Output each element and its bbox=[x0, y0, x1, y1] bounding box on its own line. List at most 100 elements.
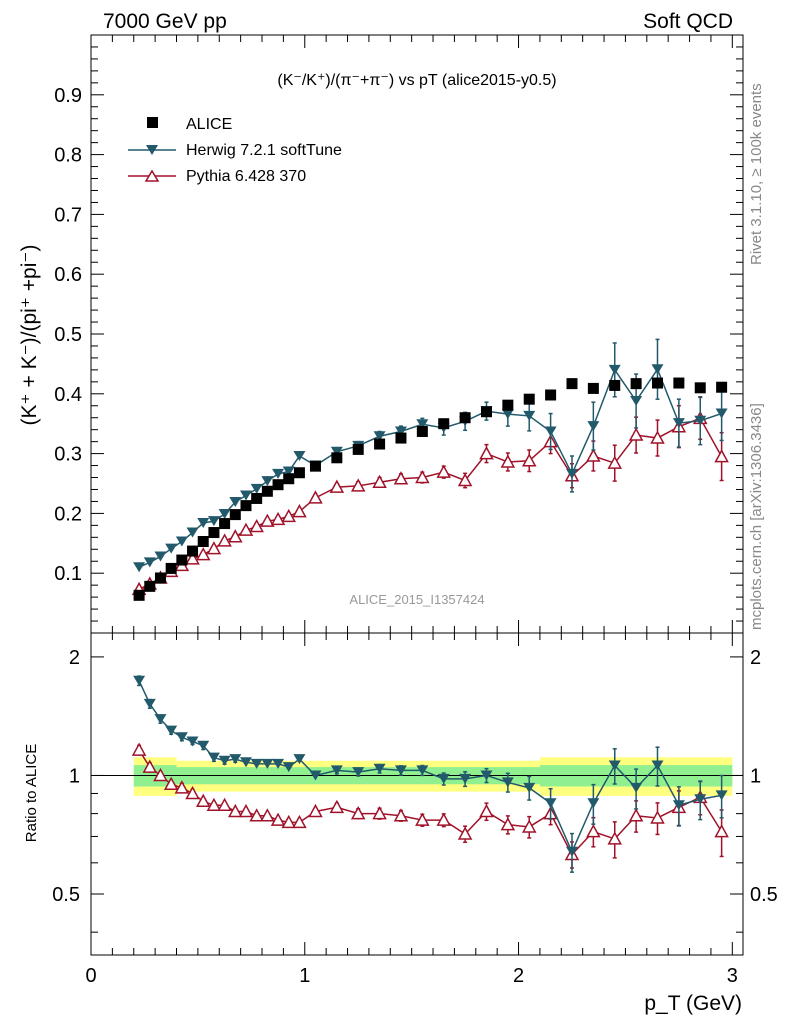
herwig-ratio-point bbox=[261, 758, 274, 769]
herwig-ratio-point bbox=[672, 800, 685, 811]
ratio-y-axis-label: Ratio to ALICE bbox=[23, 744, 40, 842]
pythia-point bbox=[628, 427, 644, 441]
alice-point bbox=[416, 425, 428, 437]
alice-point bbox=[694, 382, 706, 394]
herwig-point bbox=[239, 490, 252, 501]
alice-point bbox=[523, 393, 535, 405]
herwig-point bbox=[175, 536, 188, 547]
herwig-point bbox=[186, 527, 199, 538]
ratio-y-tick-label-right: 1 bbox=[750, 765, 761, 787]
pythia-point bbox=[393, 471, 409, 485]
pythia-point bbox=[607, 455, 623, 469]
alice-point bbox=[673, 377, 685, 389]
herwig-ratio-point bbox=[165, 725, 178, 736]
herwig-point bbox=[630, 395, 643, 406]
x-tick-label: 0 bbox=[85, 965, 96, 987]
pythia-point bbox=[270, 511, 286, 526]
pythia-ratio-point bbox=[292, 814, 307, 829]
alice-point bbox=[251, 492, 263, 504]
herwig-ratio-point bbox=[608, 760, 621, 771]
side-text-rivet: Rivet 3.1.10, ≥ 100k events bbox=[748, 83, 765, 265]
ratio-plot-frame bbox=[90, 632, 744, 956]
pythia-point bbox=[260, 513, 275, 527]
herwig-point bbox=[587, 421, 600, 432]
pythia-point bbox=[500, 454, 516, 468]
y-tick-label: 0.7 bbox=[54, 204, 82, 226]
pythia-ratio-point bbox=[238, 803, 254, 818]
herwig-ratio-point bbox=[293, 754, 306, 765]
pythia-ratio-point bbox=[521, 819, 537, 833]
legend: ALICE Herwig 7.2.1 softTune Pythia 6.428… bbox=[128, 116, 342, 185]
pythia-point bbox=[249, 518, 264, 533]
alice-point bbox=[331, 452, 343, 464]
herwig-point bbox=[651, 364, 664, 375]
x-tick-label: 1 bbox=[299, 965, 310, 987]
main-axis-ticks: 0.1 0.2 0.3 0.4 0.5 0.6 0.7 0.8 0.9 bbox=[54, 34, 743, 634]
alice-point bbox=[240, 500, 252, 512]
herwig-ratio-point bbox=[282, 762, 295, 773]
alice-point bbox=[144, 580, 156, 592]
pythia-ratio-point bbox=[270, 812, 286, 826]
y-axis-label: (K⁺ + K⁻)/(pi⁺ +pi⁻) bbox=[18, 245, 41, 426]
pythia-ratio-point bbox=[174, 780, 190, 794]
pythia-point bbox=[195, 547, 211, 561]
pythia-ratio-point bbox=[500, 817, 516, 831]
herwig-ratio-point bbox=[239, 757, 252, 768]
herwig-ratio-point bbox=[565, 846, 578, 857]
pythia-point bbox=[714, 449, 729, 463]
pythia-line bbox=[138, 417, 723, 591]
pythia-point bbox=[228, 529, 243, 543]
legend-marker-pythia bbox=[144, 169, 160, 182]
pythia-ratio-point bbox=[479, 803, 494, 818]
herwig-point bbox=[330, 446, 343, 457]
ratio-y-tick-label-left: 1 bbox=[69, 765, 80, 787]
legend-marker-herwig bbox=[146, 145, 158, 155]
herwig-ratio-point bbox=[394, 765, 407, 776]
alice-point bbox=[283, 473, 295, 485]
herwig-ratio-point bbox=[154, 714, 167, 725]
pythia-point bbox=[436, 464, 451, 478]
alice-point bbox=[352, 443, 364, 455]
alice-point bbox=[545, 389, 557, 401]
herwig-point bbox=[501, 409, 514, 420]
pythia-ratio-point bbox=[350, 806, 366, 820]
pythia-ratio-point bbox=[217, 797, 232, 812]
y-tick-label: 0.2 bbox=[54, 503, 82, 525]
herwig-ratio-point bbox=[416, 765, 429, 776]
herwig-ratio-point bbox=[523, 782, 536, 793]
alice-point bbox=[480, 406, 492, 418]
herwig-point bbox=[165, 543, 178, 554]
pythia-point bbox=[586, 448, 601, 462]
herwig-point bbox=[143, 557, 156, 568]
pythia-point bbox=[415, 469, 430, 484]
herwig-point bbox=[261, 476, 274, 487]
legend-label-herwig: Herwig 7.2.1 softTune bbox=[186, 142, 342, 159]
herwig-point bbox=[207, 516, 220, 527]
pythia-ratio-point bbox=[714, 824, 729, 838]
analysis-watermark: ALICE_2015_I1357424 bbox=[349, 592, 484, 607]
herwig-ratio-point bbox=[352, 767, 365, 778]
herwig-ratio-point bbox=[309, 770, 322, 781]
alice-point bbox=[176, 554, 188, 566]
pythia-ratio-point bbox=[195, 793, 211, 807]
pythia-ratio-point bbox=[228, 803, 243, 818]
herwig-point bbox=[715, 408, 728, 419]
pythia-point bbox=[457, 472, 473, 487]
pythia-ratio-point bbox=[372, 806, 387, 820]
pythia-ratio-point bbox=[329, 799, 345, 814]
pythia-ratio-point bbox=[131, 742, 147, 756]
ratio-axis-ticks: 0.5 0.5 1 1 2 2 0 1 2 3 bbox=[52, 633, 778, 987]
herwig-point bbox=[544, 426, 557, 437]
herwig-point bbox=[250, 483, 263, 494]
alice-point bbox=[208, 527, 220, 539]
pythia-ratio-point bbox=[153, 767, 168, 782]
pythia-ratio-point bbox=[393, 808, 409, 822]
pythia-ratio-point bbox=[628, 808, 644, 822]
herwig-point bbox=[197, 517, 210, 528]
pythia-point bbox=[372, 474, 387, 489]
herwig-point bbox=[523, 410, 536, 421]
alice-point bbox=[197, 536, 209, 548]
alice-point bbox=[309, 460, 321, 472]
ratio-y-tick-label-right: 2 bbox=[750, 647, 761, 669]
y-tick-label: 0.8 bbox=[54, 145, 82, 167]
